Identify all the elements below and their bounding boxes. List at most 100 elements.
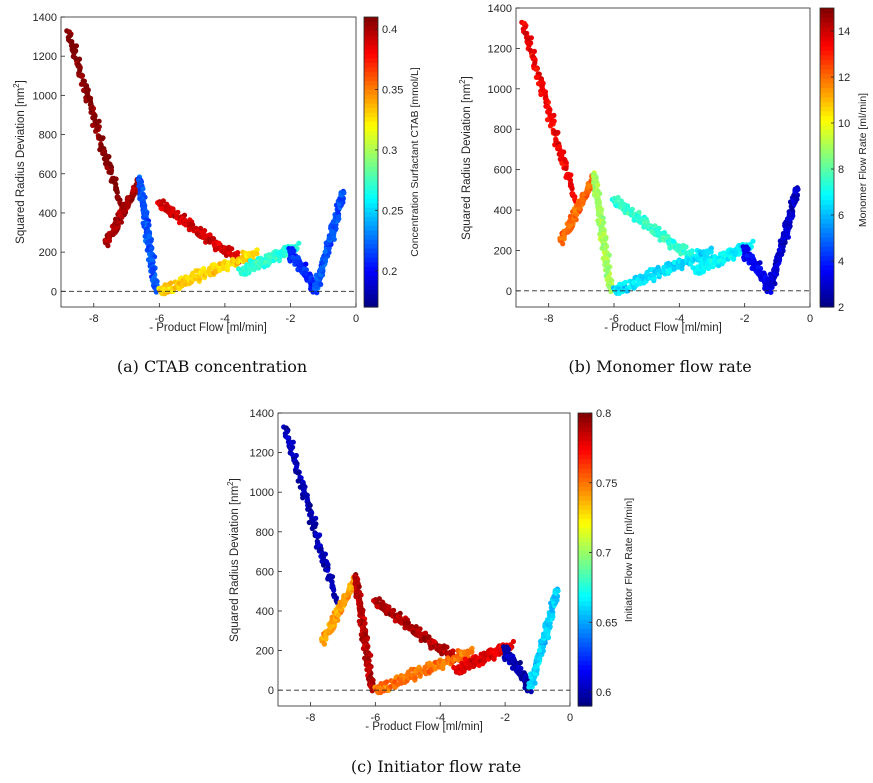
scatter-point (543, 627, 549, 633)
y-tick-label: 0 (506, 286, 512, 298)
colorbar-tick-label: 0.7 (596, 548, 611, 560)
cluster-steep-left (281, 424, 340, 606)
scatter-point (176, 220, 183, 226)
colorbar-segment (820, 12, 834, 18)
scatter-point (335, 213, 341, 220)
scatter-point (291, 248, 297, 254)
colorbar-tick-label: 10 (838, 118, 850, 130)
scatter-point (661, 230, 668, 236)
scatter-point (766, 281, 772, 287)
x-tick-label: -6 (609, 313, 619, 325)
colorbar-frame (363, 16, 379, 308)
colorbar-segment (364, 21, 378, 27)
scatter-point (106, 238, 112, 244)
colorbar-segment (364, 293, 378, 299)
scatter-point (142, 233, 149, 240)
colorbar-segment (364, 84, 378, 91)
cluster-spike-6.6 (352, 572, 376, 694)
panel-b-x-ticks: -8 -6 -4 -2 0 (544, 303, 813, 325)
colorbar-segment (578, 651, 592, 657)
colorbar-segment (364, 125, 378, 131)
scatter-point (397, 616, 403, 622)
cluster-right-spike (766, 185, 801, 291)
colorbar-segment (820, 68, 834, 74)
scatter-point (444, 644, 450, 650)
colorbar-segment (364, 152, 378, 159)
scatter-point (534, 66, 540, 72)
panel-c-axes-box (277, 412, 571, 707)
colorbar-segment (364, 157, 378, 163)
scatter-point (784, 216, 791, 222)
colorbar-segment (820, 148, 834, 154)
colorbar-segment (578, 536, 592, 542)
scatter-point (517, 660, 523, 666)
scatter-point (597, 231, 603, 237)
colorbar-segment (820, 171, 834, 177)
scatter-point (545, 617, 551, 623)
colorbar-segment (820, 143, 834, 149)
colorbar-segment (578, 490, 592, 497)
colorbar-segment (578, 545, 592, 551)
colorbar-segment (364, 66, 378, 72)
scatter-point (531, 48, 538, 55)
colorbar-segment (364, 184, 378, 190)
scatter-point (104, 165, 110, 171)
scatter-point (527, 47, 534, 53)
scatter-point (94, 126, 100, 132)
colorbar-segment (578, 499, 592, 506)
x-tick-label: -6 (154, 313, 164, 325)
colorbar-segment (364, 103, 378, 109)
colorbar-segment (820, 264, 834, 271)
x-tick-label: -2 (286, 313, 296, 325)
scatter-point (310, 523, 317, 529)
panel-a-ctab-concentration: -8 -6 -4 -2 0 0 200 400 600 800 1000 1200 1400 - Pr… (12, 12, 421, 376)
colorbar-segment (578, 426, 592, 432)
colorbar-segment (364, 143, 378, 150)
colorbar-segment (820, 50, 834, 56)
scatter-point (428, 667, 434, 673)
panel-a-y-ticks: 0 200 400 600 800 1000 1200 1400 (33, 12, 65, 298)
scatter-point (595, 182, 601, 188)
colorbar-segment (820, 73, 834, 79)
colorbar-segment (578, 591, 592, 597)
colorbar-segment (364, 162, 378, 168)
scatter-point (254, 251, 260, 257)
colorbar-segment (820, 227, 834, 233)
colorbar-segment (578, 669, 592, 675)
colorbar-segment (364, 130, 378, 136)
scatter-point (615, 194, 621, 201)
x-tick-label: -4 (435, 712, 445, 724)
scatter-point (595, 188, 601, 194)
scatter-point (482, 658, 488, 664)
scatter-point (304, 275, 310, 281)
panel-c-colorbar: 0.6 0.65 0.7 0.75 0.8 (577, 408, 617, 707)
colorbar-tick-label: 4 (838, 256, 844, 268)
scatter-point (436, 664, 442, 670)
colorbar-segment (578, 655, 592, 661)
colorbar-segment (820, 278, 834, 285)
scatter-point (404, 620, 410, 626)
scatter-point (643, 219, 649, 225)
colorbar-segment (364, 166, 378, 172)
colorbar-segment (364, 48, 378, 54)
colorbar-segment (820, 246, 834, 252)
colorbar-segment (578, 619, 592, 625)
colorbar-segment (820, 157, 834, 163)
colorbar-segment (820, 241, 834, 247)
panel-a-axes-box (60, 16, 357, 308)
x-tick-label: -2 (500, 712, 510, 724)
scatter-point (528, 40, 534, 46)
y-tick-label: 1200 (33, 51, 57, 63)
panel-a-points (64, 28, 347, 297)
scatter-point (652, 223, 658, 229)
colorbar-segment (364, 284, 378, 290)
scatter-point (284, 435, 290, 441)
colorbar-segment (364, 234, 378, 240)
scatter-point (510, 638, 516, 645)
scatter-point (522, 30, 528, 36)
scatter-point (732, 251, 739, 257)
scatter-point (207, 232, 213, 238)
colorbar-segment (578, 696, 592, 703)
panel-b-y-axis-label: Squared Radius Deviation [nm2] (458, 76, 473, 240)
